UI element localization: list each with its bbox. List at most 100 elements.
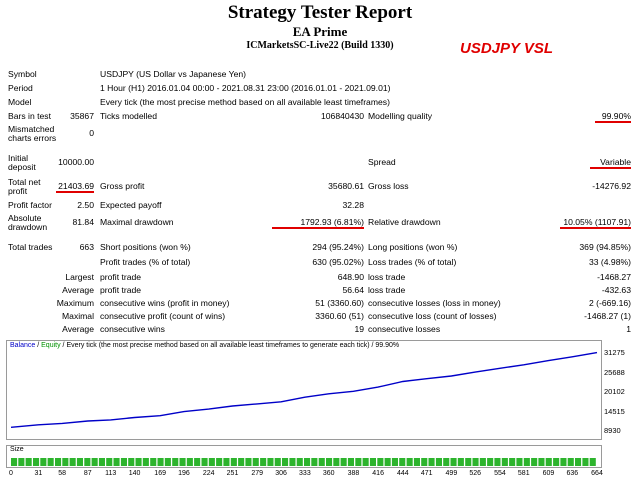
x-tick-label: 251 bbox=[226, 470, 239, 477]
size-bar bbox=[274, 458, 281, 466]
spread-label: Spread bbox=[368, 157, 396, 167]
size-bar bbox=[347, 458, 354, 466]
short-positions-label: Short positions (won %) bbox=[100, 242, 191, 252]
profit-trades-label: Profit trades (% of total) bbox=[100, 257, 191, 267]
ticks-value: 106840430 bbox=[320, 111, 364, 121]
initial-deposit-value: 10000.00 bbox=[58, 157, 94, 167]
x-tick-label: 113 bbox=[105, 470, 117, 477]
largest-profit-label: profit trade bbox=[100, 272, 142, 282]
x-tick-label: 471 bbox=[420, 470, 433, 477]
model-value: Every tick (the most precise method base… bbox=[100, 97, 390, 107]
max-consec-wins-label: consecutive wins (profit in money) bbox=[100, 298, 230, 308]
size-bar bbox=[62, 458, 69, 466]
largest-label: Largest bbox=[65, 272, 94, 282]
avg-consec-losses-value: 1 bbox=[626, 324, 631, 334]
size-bar bbox=[523, 458, 530, 466]
size-bar bbox=[560, 458, 567, 466]
mismatch-value: 0 bbox=[89, 128, 94, 138]
gross-loss-label: Gross loss bbox=[368, 181, 409, 191]
ea-name: EA Prime bbox=[292, 24, 348, 39]
size-bar bbox=[98, 458, 105, 466]
size-bar bbox=[369, 458, 376, 466]
size-bar bbox=[509, 458, 516, 466]
size-bar bbox=[450, 458, 457, 466]
average-consec-label: Average bbox=[62, 324, 94, 334]
size-bar bbox=[472, 458, 479, 466]
spread-value: Variable bbox=[590, 157, 631, 169]
size-bar bbox=[216, 458, 223, 466]
size-bar bbox=[582, 458, 589, 466]
size-bar bbox=[413, 458, 420, 466]
size-bar bbox=[384, 458, 391, 466]
y-tick-label: 8930 bbox=[604, 426, 621, 435]
size-bar bbox=[304, 458, 311, 466]
report-title: Strategy Tester Report bbox=[227, 2, 413, 23]
symbol-tag: USDJPY VSL bbox=[460, 40, 554, 57]
size-bar bbox=[260, 458, 267, 466]
size-bar bbox=[296, 458, 303, 466]
average-label: Average bbox=[62, 285, 94, 295]
size-bar bbox=[208, 458, 215, 466]
symbol-label: Symbol bbox=[8, 69, 37, 79]
x-tick-label: 526 bbox=[469, 470, 482, 477]
legend-equity: Equity bbox=[41, 342, 61, 349]
maximal-consec-profit-label: consecutive profit (count of wins) bbox=[100, 311, 226, 321]
x-tick-label: 581 bbox=[517, 470, 530, 477]
gross-loss-value: -14276.92 bbox=[592, 181, 631, 191]
maximal-consec-loss-label: consecutive loss (count of losses) bbox=[368, 311, 497, 321]
size-bar bbox=[326, 458, 333, 466]
ticks-label: Ticks modelled bbox=[100, 111, 157, 121]
size-bar bbox=[55, 458, 62, 466]
size-bar bbox=[377, 458, 384, 466]
maximal-label: Maximal bbox=[62, 311, 94, 321]
loss-trades-label: Loss trades (% of total) bbox=[368, 257, 457, 267]
size-bar bbox=[179, 458, 186, 466]
size-bar bbox=[589, 458, 596, 466]
x-tick-label: 306 bbox=[275, 470, 287, 477]
x-tick-label: 444 bbox=[396, 470, 409, 477]
total-trades-label: Total trades bbox=[8, 242, 53, 252]
initial-label-2: deposit bbox=[8, 162, 36, 172]
symbol-value: USDJPY (US Dollar vs Japanese Yen) bbox=[100, 69, 247, 79]
chart-legend: Balance / Equity / Every tick (the most … bbox=[10, 342, 399, 349]
size-bar bbox=[11, 458, 18, 466]
x-tick-label: 0 bbox=[9, 470, 13, 477]
profit-factor-value: 2.50 bbox=[77, 200, 94, 210]
size-chart-svg bbox=[11, 458, 596, 466]
gross-profit-value: 35680.61 bbox=[328, 181, 364, 191]
rel-dd-label: Relative drawdown bbox=[368, 217, 441, 227]
average-loss-label: loss trade bbox=[368, 285, 406, 295]
x-tick-label: 31 bbox=[34, 470, 43, 477]
y-tick-label: 25688 bbox=[604, 367, 625, 377]
size-bar bbox=[391, 458, 398, 466]
size-bar bbox=[47, 458, 54, 466]
expected-payoff-value: 32.28 bbox=[342, 200, 364, 210]
largest-loss-label: loss trade bbox=[368, 272, 406, 282]
avg-consec-wins-value: 19 bbox=[354, 324, 364, 334]
size-bar bbox=[84, 458, 91, 466]
size-bar bbox=[18, 458, 25, 466]
long-positions-label: Long positions (won %) bbox=[368, 242, 458, 252]
bars-value: 35867 bbox=[70, 111, 94, 121]
x-tick-label: 140 bbox=[128, 470, 141, 477]
size-bar bbox=[443, 458, 450, 466]
size-bar bbox=[465, 458, 472, 466]
size-bar bbox=[311, 458, 318, 466]
legend-separator: / bbox=[35, 342, 42, 349]
period-label: Period bbox=[8, 83, 33, 93]
average-loss-value: -432.63 bbox=[601, 285, 631, 295]
mismatch-label-2: charts errors bbox=[8, 133, 57, 143]
size-bar bbox=[538, 458, 545, 466]
size-bar bbox=[172, 458, 179, 466]
quality-value: 99.90% bbox=[595, 111, 631, 123]
size-bar bbox=[333, 458, 340, 466]
x-tick-label: 416 bbox=[372, 470, 384, 477]
x-tick-label: 499 bbox=[445, 470, 458, 477]
balance-chart-svg bbox=[10, 351, 598, 428]
average-profit-label: profit trade bbox=[100, 285, 142, 295]
max-consec-wins-value: 51 (3360.60) bbox=[315, 298, 364, 308]
period-value: 1 Hour (H1) 2016.01.04 00:00 - 2021.08.3… bbox=[100, 83, 391, 93]
maximal-consec-profit-value: 3360.60 (51) bbox=[315, 311, 364, 321]
largest-profit-value: 648.90 bbox=[337, 272, 364, 282]
size-bar bbox=[194, 458, 201, 466]
